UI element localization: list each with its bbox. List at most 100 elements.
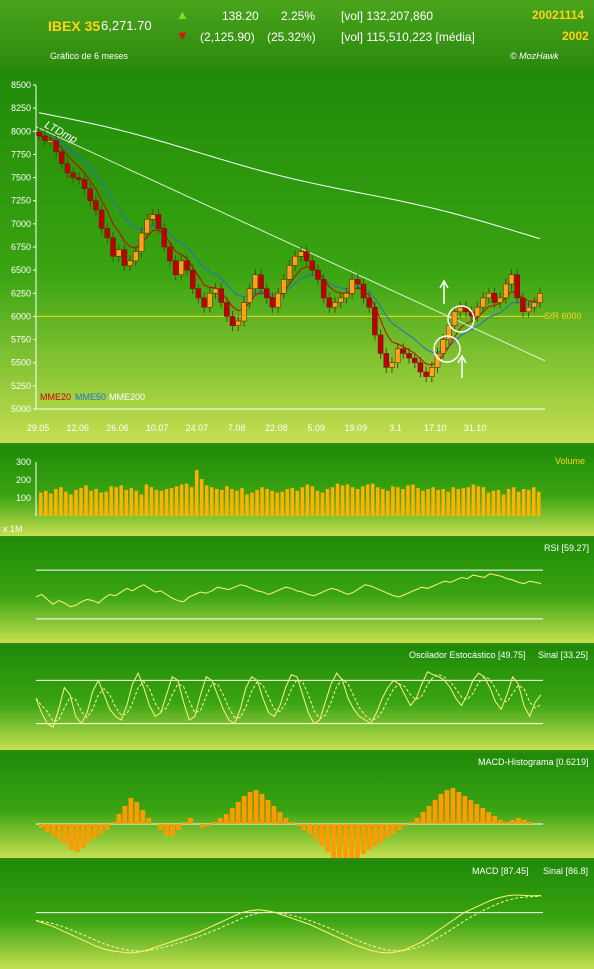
volume-bar <box>345 484 350 516</box>
histogram-bar <box>110 822 116 824</box>
histogram-bar <box>176 824 181 830</box>
volume-bar <box>481 487 486 516</box>
candle <box>195 288 202 299</box>
day-change-pct: 2.25% <box>281 9 316 23</box>
candle <box>412 357 418 363</box>
volume-bar <box>426 489 430 516</box>
up-arrow-icon <box>439 279 449 304</box>
legend-mme50: MME50 <box>75 392 107 402</box>
histogram-bar <box>247 792 253 824</box>
volume-bar <box>466 487 471 516</box>
volume-bar <box>104 491 108 516</box>
rsi-panel: RSI [59.27] <box>0 538 594 643</box>
x-tick-label: 24.07 <box>186 423 209 433</box>
volume-bar <box>99 492 103 516</box>
histogram-bar <box>206 824 211 826</box>
candle <box>309 260 316 271</box>
histogram-bar <box>349 824 354 858</box>
x-tick-label: 17.10 <box>424 423 447 433</box>
volume-title: Volume <box>555 456 586 466</box>
histogram-bar <box>277 812 283 824</box>
index-name: IBEX 35 <box>48 18 101 34</box>
support-label: S/R 6000 <box>544 311 582 321</box>
y-tick-label: 7750 <box>11 149 31 159</box>
candle <box>212 288 219 294</box>
histogram-bar <box>122 806 128 824</box>
volume-bar <box>350 487 355 516</box>
candle <box>491 293 498 303</box>
volume-bar <box>169 488 174 516</box>
histogram-bar <box>271 806 277 824</box>
volume-bar <box>305 484 310 516</box>
volume-bar <box>421 490 425 516</box>
volume-bar <box>69 494 73 516</box>
volume-bar <box>491 490 496 516</box>
histogram-bar <box>68 824 74 850</box>
volume-bar <box>204 485 209 516</box>
candle <box>292 256 298 266</box>
candle <box>144 218 150 234</box>
candle <box>47 140 54 143</box>
histogram-bar <box>134 802 140 824</box>
histogram-bar <box>182 822 187 824</box>
volume-bar <box>506 489 511 516</box>
candle <box>36 131 42 137</box>
candle <box>315 269 321 280</box>
volume-bar <box>340 485 345 516</box>
histogram-bar <box>39 824 44 828</box>
histogram-bar <box>307 824 313 834</box>
histogram-bar <box>343 824 348 858</box>
histogram-bar <box>80 824 86 848</box>
candle <box>81 179 88 189</box>
volume-bar <box>79 488 83 516</box>
histogram-bar <box>367 824 372 850</box>
volume-bar <box>441 489 445 516</box>
histogram-bar <box>259 794 265 824</box>
candle <box>172 260 179 276</box>
candle <box>298 251 304 257</box>
histogram-bar <box>492 816 498 824</box>
y-tick-label: 300 <box>16 457 31 467</box>
volume-bar <box>300 487 305 516</box>
volume-bar <box>220 489 224 516</box>
histogram-bar <box>355 824 360 858</box>
volume-bar <box>84 485 88 516</box>
volume-bar <box>144 484 149 516</box>
candle <box>429 367 435 377</box>
candle <box>229 316 236 326</box>
volume-bar <box>275 492 279 516</box>
stochastic-chart <box>35 671 543 728</box>
histogram-bar <box>384 824 390 838</box>
histogram-bar <box>211 822 217 824</box>
trendline <box>35 126 546 362</box>
candle <box>446 325 452 340</box>
histogram-bar <box>253 790 259 824</box>
histogram-bar <box>498 820 504 824</box>
period-change: (2,125.90) <box>200 30 255 44</box>
day-change: 138.20 <box>222 9 259 23</box>
histogram-bar <box>313 824 319 840</box>
histogram-bar <box>331 824 337 858</box>
macd-signal-line <box>35 895 542 952</box>
histogram-bar <box>128 798 134 824</box>
legend-mme200: MME200 <box>109 392 146 402</box>
macd-histogram-panel: MACD-Histograma [0.6219] <box>0 753 594 858</box>
histogram-bar <box>456 792 462 824</box>
volume-bar <box>501 494 506 516</box>
y-tick-label: 6000 <box>11 311 31 321</box>
volume-bar <box>280 491 284 516</box>
candle <box>303 251 310 262</box>
histogram-bar <box>325 824 331 852</box>
volume-bar <box>250 492 254 516</box>
volume-bar <box>255 489 259 516</box>
candle <box>440 339 446 354</box>
volume-bar <box>376 487 380 516</box>
candle <box>343 293 350 299</box>
macd-histogram-chart <box>36 788 543 858</box>
histogram-bar <box>438 794 444 824</box>
candle <box>503 283 509 299</box>
stochastic-signal-line <box>35 673 542 722</box>
x-tick-label: 7.08 <box>228 423 246 433</box>
volume-bar <box>114 487 118 516</box>
y-tick-label: 6750 <box>11 242 31 252</box>
